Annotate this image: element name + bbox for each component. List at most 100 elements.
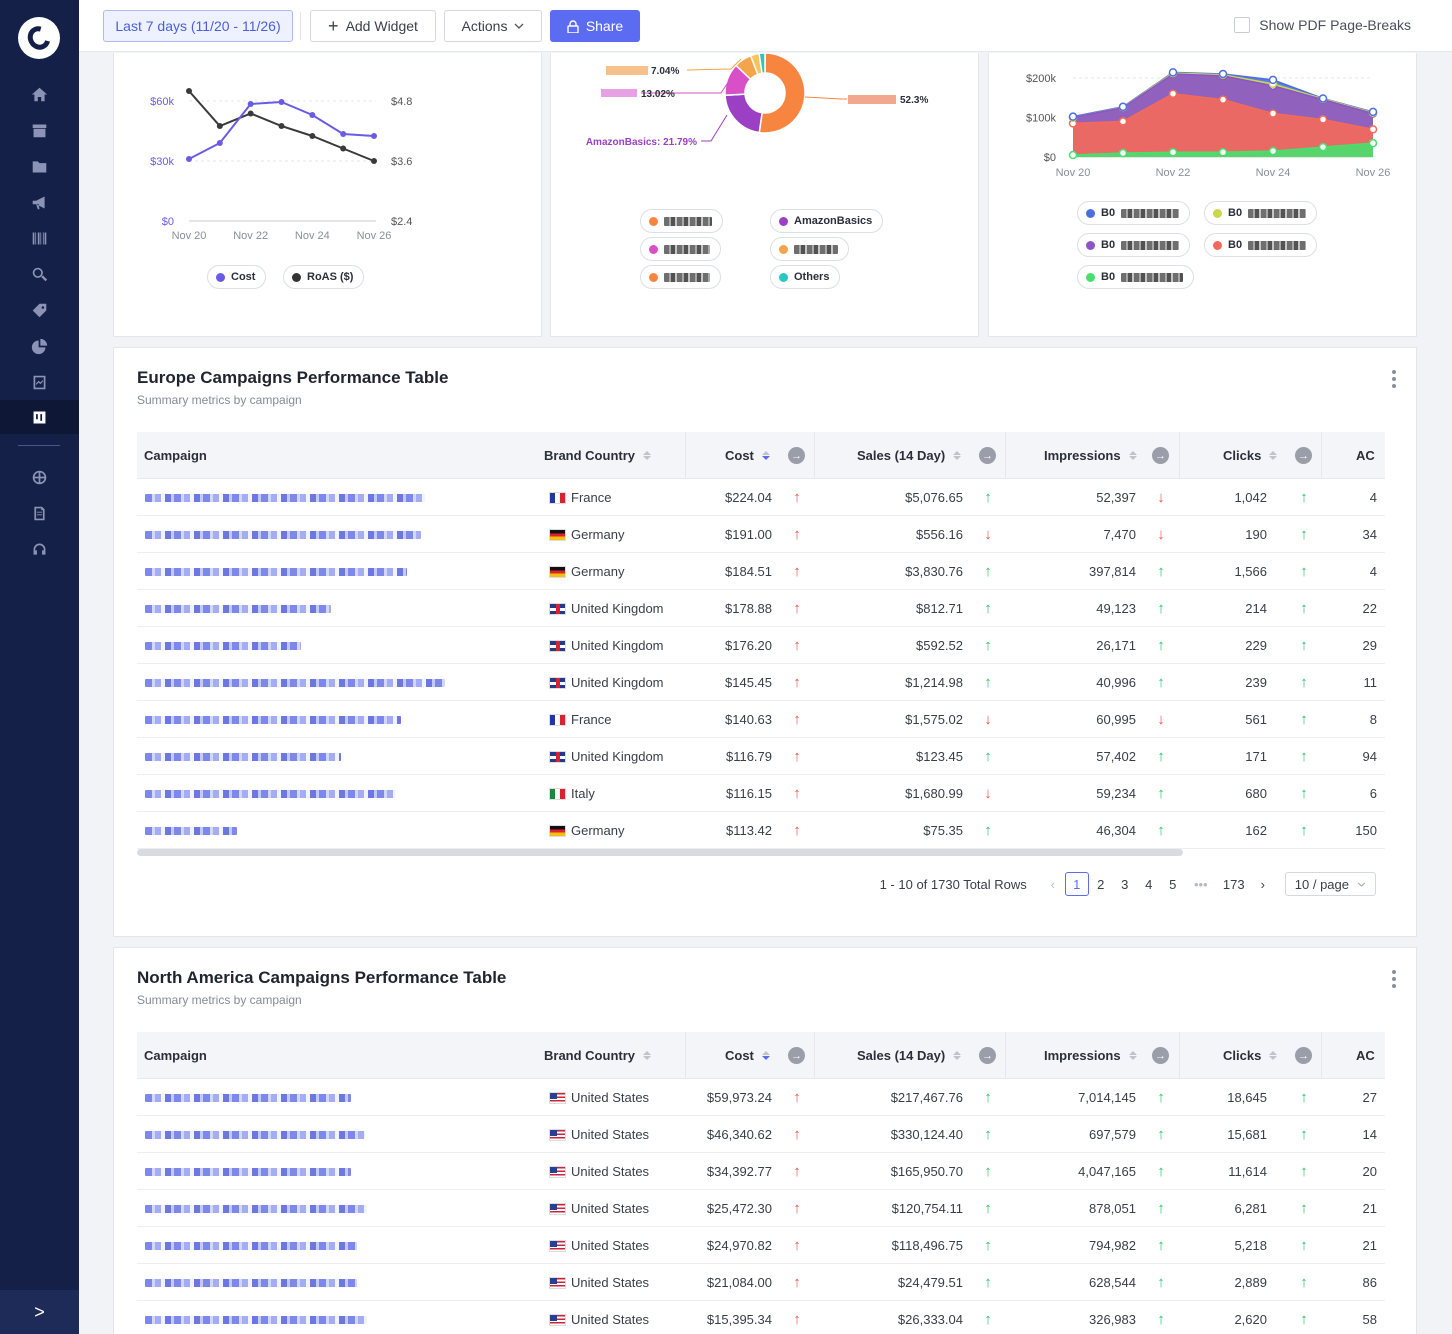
- redacted-campaign-name[interactable]: [145, 1204, 367, 1213]
- legend-cost[interactable]: Cost: [207, 265, 267, 289]
- campaign-name-cell[interactable]: [145, 1079, 445, 1116]
- table-row[interactable]: United Kingdom $178.88 ↑ $812.71 ↑ 49,123 ↑ 214…: [137, 590, 1385, 627]
- table-row[interactable]: France $224.04 ↑ $5,076.65 ↑ 52,397 ↓ 1,042 ↑ 4: [137, 479, 1385, 516]
- more-options-icon[interactable]: [1392, 970, 1396, 988]
- campaign-name-cell[interactable]: [145, 516, 445, 553]
- col-brand-country-header[interactable]: Brand Country: [544, 432, 651, 479]
- pie-legend-item[interactable]: [640, 209, 723, 233]
- col-impressions-header[interactable]: Impressions: [1044, 432, 1137, 479]
- redacted-campaign-name[interactable]: [145, 715, 401, 724]
- campaign-name-cell[interactable]: [145, 664, 445, 701]
- page-size-select[interactable]: 10 / page: [1284, 872, 1376, 896]
- area-legend-item[interactable]: B0: [1077, 201, 1191, 225]
- megaphone-icon[interactable]: [29, 192, 49, 212]
- compare-arrow-icon[interactable]: →: [979, 447, 996, 464]
- pie-legend-item[interactable]: [640, 265, 721, 289]
- table-row[interactable]: United States $15,395.34 ↑ $26,333.04 ↑ 326,9…: [137, 1301, 1385, 1334]
- legend-roas[interactable]: RoAS ($): [283, 265, 365, 289]
- campaign-name-cell[interactable]: [145, 1190, 445, 1227]
- redacted-campaign-name[interactable]: [145, 1241, 357, 1250]
- sort-icon[interactable]: [761, 1051, 770, 1060]
- redacted-campaign-name[interactable]: [145, 678, 445, 687]
- prev-page-button[interactable]: ‹: [1050, 876, 1055, 892]
- redacted-campaign-name[interactable]: [145, 641, 301, 650]
- area-legend-item[interactable]: B0: [1204, 233, 1318, 257]
- page-4-button[interactable]: 4: [1145, 876, 1153, 892]
- campaign-name-cell[interactable]: [145, 553, 445, 590]
- compare-arrow-icon[interactable]: →: [788, 447, 805, 464]
- campaign-name-cell[interactable]: [145, 1264, 445, 1301]
- sort-icon[interactable]: [953, 1051, 962, 1060]
- headset-icon[interactable]: [29, 539, 49, 559]
- table-row[interactable]: United Kingdom $145.45 ↑ $1,214.98 ↑ 40,996 ↑ 2…: [137, 664, 1385, 701]
- col-brand-country-header[interactable]: Brand Country: [544, 1032, 651, 1079]
- redacted-campaign-name[interactable]: [145, 567, 407, 576]
- campaign-name-cell[interactable]: [145, 775, 445, 812]
- table-row[interactable]: United States $46,340.62 ↑ $330,124.40 ↑ 697,…: [137, 1116, 1385, 1153]
- sort-icon[interactable]: [1128, 1051, 1137, 1060]
- actions-dropdown[interactable]: Actions: [444, 10, 542, 42]
- col-cost-header[interactable]: Cost: [725, 432, 770, 479]
- page-ellipsis[interactable]: •••: [1193, 876, 1208, 892]
- redacted-campaign-name[interactable]: [145, 752, 341, 761]
- campaign-name-cell[interactable]: [145, 1227, 445, 1264]
- add-widget-button[interactable]: + Add Widget: [310, 10, 436, 42]
- pdf-page-breaks-checkbox[interactable]: [1234, 17, 1251, 33]
- sidebar-expand-button[interactable]: >: [0, 1290, 79, 1334]
- col-cost-header[interactable]: Cost: [725, 1032, 770, 1079]
- globe-icon[interactable]: [29, 467, 49, 487]
- brand-logo[interactable]: [18, 17, 60, 59]
- redacted-campaign-name[interactable]: [145, 1167, 351, 1176]
- page-3-button[interactable]: 3: [1121, 876, 1129, 892]
- area-legend-item[interactable]: B0: [1077, 265, 1195, 289]
- table-row[interactable]: United Kingdom $116.79 ↑ $123.45 ↑ 57,402 ↑ 171…: [137, 738, 1385, 775]
- sort-icon[interactable]: [643, 1051, 651, 1060]
- next-page-button[interactable]: ›: [1260, 876, 1265, 892]
- table-row[interactable]: France $140.63 ↑ $1,575.02 ↓ 60,995 ↓ 561 ↑ 8: [137, 701, 1385, 738]
- compare-arrow-icon[interactable]: →: [1295, 1047, 1312, 1064]
- table-row[interactable]: United Kingdom $176.20 ↑ $592.52 ↑ 26,171 ↑ 229…: [137, 627, 1385, 664]
- store-icon[interactable]: [29, 120, 49, 140]
- home-icon[interactable]: [29, 84, 49, 104]
- more-options-icon[interactable]: [1392, 370, 1396, 388]
- page-173-button[interactable]: 173: [1222, 876, 1245, 892]
- pie-chart-icon[interactable]: [29, 336, 49, 356]
- table-row[interactable]: Germany $113.42 ↑ $75.35 ↑ 46,304 ↑ 162 ↑ 150: [137, 812, 1385, 849]
- pie-legend-item[interactable]: [770, 237, 849, 261]
- campaign-name-cell[interactable]: [145, 590, 445, 627]
- campaign-name-cell[interactable]: [145, 812, 445, 849]
- table-row[interactable]: United States $25,472.30 ↑ $120,754.11 ↑ 878,…: [137, 1190, 1385, 1227]
- area-legend-item[interactable]: B0: [1204, 201, 1318, 225]
- sort-icon[interactable]: [1128, 451, 1137, 460]
- table-row[interactable]: United States $59,973.24 ↑ $217,467.76 ↑ 7,01…: [137, 1079, 1385, 1116]
- compare-arrow-icon[interactable]: →: [1152, 447, 1169, 464]
- campaign-name-cell[interactable]: [145, 738, 445, 775]
- page-5-button[interactable]: 5: [1169, 876, 1177, 892]
- table-row[interactable]: Germany $191.00 ↑ $556.16 ↓ 7,470 ↓ 190 ↑ 34: [137, 516, 1385, 553]
- col-sales-header[interactable]: Sales (14 Day): [857, 1032, 962, 1079]
- campaign-name-cell[interactable]: [145, 1153, 445, 1190]
- compare-arrow-icon[interactable]: →: [788, 1047, 805, 1064]
- sidebar-item-dashboard[interactable]: [0, 400, 79, 434]
- pdf-page-breaks-toggle[interactable]: Show PDF Page-Breaks: [1234, 17, 1411, 33]
- redacted-campaign-name[interactable]: [145, 789, 395, 798]
- horizontal-scrollbar[interactable]: [137, 849, 1183, 856]
- pie-legend-item[interactable]: Others: [770, 265, 841, 289]
- table-row[interactable]: United States $21,084.00 ↑ $24,479.51 ↑ 628,5…: [137, 1264, 1385, 1301]
- col-impressions-header[interactable]: Impressions: [1044, 1032, 1137, 1079]
- page-1-button[interactable]: 1: [1064, 872, 1089, 896]
- redacted-campaign-name[interactable]: [145, 604, 331, 613]
- report-icon[interactable]: [29, 372, 49, 392]
- redacted-campaign-name[interactable]: [145, 1130, 365, 1139]
- date-range-button[interactable]: Last 7 days (11/20 - 11/26): [103, 10, 293, 42]
- redacted-campaign-name[interactable]: [145, 826, 237, 835]
- page-2-button[interactable]: 2: [1097, 876, 1105, 892]
- tag-icon[interactable]: [29, 300, 49, 320]
- campaign-name-cell[interactable]: [145, 1116, 445, 1153]
- campaign-name-cell[interactable]: [145, 627, 445, 664]
- redacted-campaign-name[interactable]: [145, 493, 425, 502]
- campaign-name-cell[interactable]: [145, 1301, 445, 1334]
- area-legend-item[interactable]: B0: [1077, 233, 1191, 257]
- sort-icon[interactable]: [1269, 1051, 1278, 1060]
- campaign-name-cell[interactable]: [145, 479, 445, 516]
